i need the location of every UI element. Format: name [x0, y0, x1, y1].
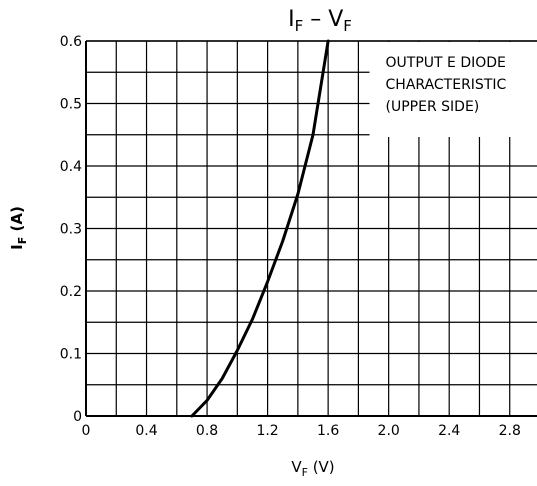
- y-tick-label: 0.3: [60, 222, 82, 238]
- x-tick-label: 1.6: [317, 423, 339, 439]
- chart-title-part: –: [303, 7, 328, 32]
- y-tick-label: 0.5: [60, 97, 82, 113]
- x-tick-label: 2.8: [499, 423, 521, 439]
- curve-layer: [190, 39, 330, 418]
- y-tick-label: 0.6: [60, 34, 82, 50]
- annotation-line: CHARACTERISTIC: [386, 77, 507, 93]
- series-curve: [190, 39, 330, 418]
- chart-title: IF – VF: [288, 7, 352, 35]
- annotation-line: (UPPER SIDE): [386, 99, 480, 115]
- x-axis-label-part: V: [291, 458, 302, 476]
- annotation-line: OUTPUT E DIODE: [386, 55, 506, 71]
- x-axis-label-part: (V): [308, 458, 335, 476]
- y-axis-label: IF (A): [8, 206, 29, 250]
- x-tick-label: 0: [82, 423, 91, 439]
- x-axis-label: VF (V): [291, 458, 334, 479]
- x-tick-label: 2.0: [378, 423, 400, 439]
- chart-title-part: F: [295, 17, 304, 35]
- chart-title-part: V: [328, 7, 343, 32]
- y-tick-label: 0.4: [60, 159, 82, 175]
- x-tick-label: 2.4: [438, 423, 460, 439]
- y-axis-label-part: F: [16, 237, 29, 245]
- y-tick-label: 0.2: [60, 284, 82, 300]
- chart-title-part: F: [343, 17, 352, 35]
- x-tick-label: 0.4: [135, 423, 157, 439]
- x-axis-label-part: F: [302, 466, 308, 479]
- label-layer: OUTPUT E DIODE CHARACTERISTIC (UPPER SIDE)…: [8, 7, 537, 479]
- y-axis-label-part: I: [8, 244, 26, 250]
- x-tick-label: 0.8: [196, 423, 218, 439]
- annotation-box: [369, 42, 537, 137]
- x-tick-label: 1.2: [256, 423, 278, 439]
- chart-title-part: I: [288, 7, 295, 32]
- y-axis-label-part: (A): [8, 206, 26, 237]
- y-tick-label: 0: [73, 409, 82, 425]
- y-tick-label: 0.1: [60, 347, 82, 363]
